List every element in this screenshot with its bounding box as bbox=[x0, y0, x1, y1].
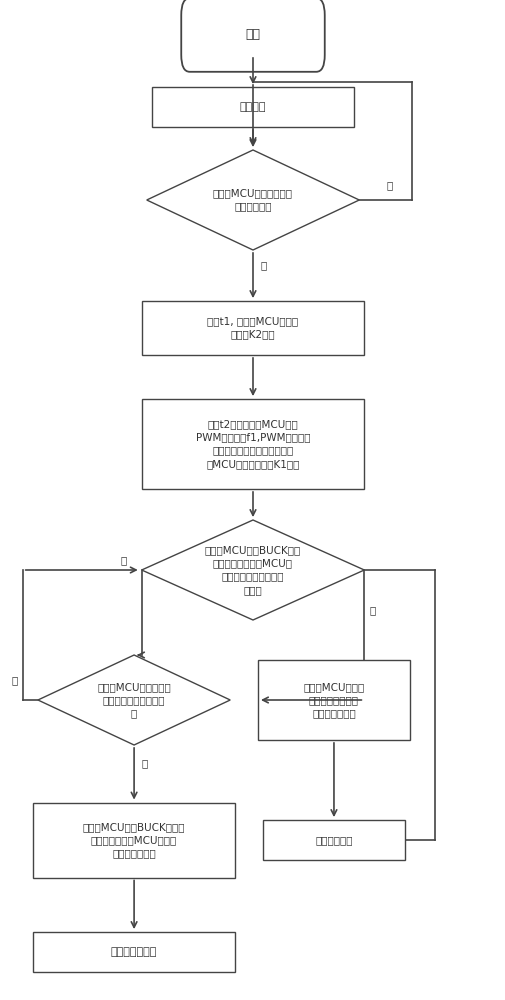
Text: 是: 是 bbox=[260, 260, 266, 270]
Bar bbox=[258, 660, 409, 740]
Polygon shape bbox=[146, 150, 359, 250]
Text: 发射端MCU检测到传感器
输出信号变化: 发射端MCU检测到传感器 输出信号变化 bbox=[213, 188, 292, 212]
Text: 否: 否 bbox=[12, 675, 18, 685]
Text: 系统上电: 系统上电 bbox=[239, 102, 266, 112]
Text: 是: 是 bbox=[141, 758, 147, 768]
Text: 系统软启动完成: 系统软启动完成 bbox=[111, 947, 157, 957]
Bar bbox=[141, 301, 364, 355]
Bar bbox=[33, 802, 235, 878]
FancyBboxPatch shape bbox=[181, 0, 324, 72]
Polygon shape bbox=[141, 520, 364, 620]
Text: 发射端MCU控制输
出频率为增益最小
值所对应的频率: 发射端MCU控制输 出频率为增益最小 值所对应的频率 bbox=[302, 682, 364, 718]
Text: 否: 否 bbox=[386, 180, 392, 190]
Text: 接收端MCU控制BUCK稳压
电路关闭，发射端MCU判
断是否接收到接收端通
信信号: 接收端MCU控制BUCK稳压 电路关闭，发射端MCU判 断是否接收到接收端通 信… bbox=[205, 545, 300, 595]
Text: 是: 是 bbox=[120, 555, 126, 565]
Bar bbox=[141, 399, 364, 489]
Text: 系统处于休眠: 系统处于休眠 bbox=[315, 835, 352, 845]
Polygon shape bbox=[38, 655, 230, 745]
Text: 接收端MCU控制BUCK稳压电
路开启，发射端MCU调节频
率至预设频率值: 接收端MCU控制BUCK稳压电 路开启，发射端MCU调节频 率至预设频率值 bbox=[83, 822, 185, 858]
Bar bbox=[152, 87, 354, 127]
Text: 延时t2后，发射端MCU输出
PWM，频率为f1,PWM占空比逐
渐增大到预设占空比后，发射
端MCU控制可控开关K1闭合: 延时t2后，发射端MCU输出 PWM，频率为f1,PWM占空比逐 渐增大到预设占… bbox=[195, 419, 310, 469]
Text: 开始: 开始 bbox=[245, 28, 260, 41]
Text: 发射端MCU判断接收端
电压是否大于预设电压
值: 发射端MCU判断接收端 电压是否大于预设电压 值 bbox=[97, 682, 171, 718]
Text: 延时t1, 发射端MCU控制可
控开关K2闭合: 延时t1, 发射端MCU控制可 控开关K2闭合 bbox=[207, 316, 298, 340]
Text: 否: 否 bbox=[369, 605, 375, 615]
Bar bbox=[33, 932, 235, 972]
Bar bbox=[263, 820, 404, 860]
